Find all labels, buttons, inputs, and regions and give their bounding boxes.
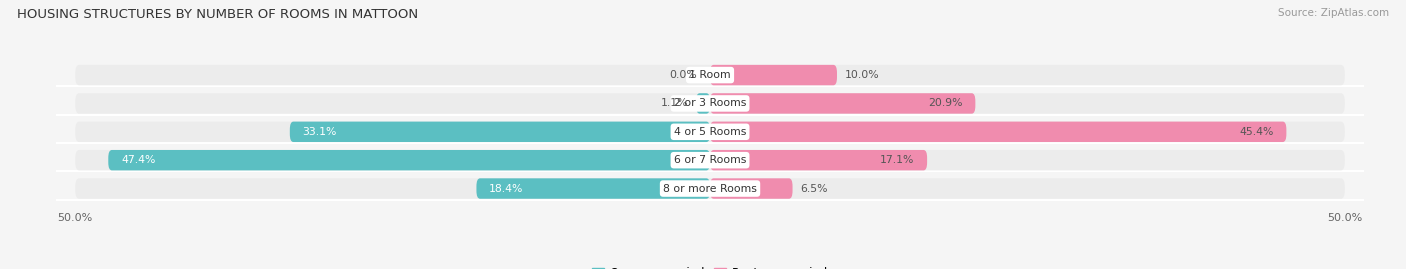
Text: 4 or 5 Rooms: 4 or 5 Rooms bbox=[673, 127, 747, 137]
FancyBboxPatch shape bbox=[76, 122, 1344, 142]
Text: 17.1%: 17.1% bbox=[880, 155, 914, 165]
Text: 20.9%: 20.9% bbox=[928, 98, 963, 108]
FancyBboxPatch shape bbox=[710, 178, 793, 199]
FancyBboxPatch shape bbox=[108, 150, 710, 170]
FancyBboxPatch shape bbox=[710, 150, 927, 170]
FancyBboxPatch shape bbox=[477, 178, 710, 199]
Text: Source: ZipAtlas.com: Source: ZipAtlas.com bbox=[1278, 8, 1389, 18]
Text: 2 or 3 Rooms: 2 or 3 Rooms bbox=[673, 98, 747, 108]
FancyBboxPatch shape bbox=[76, 65, 1344, 85]
Text: 6.5%: 6.5% bbox=[800, 183, 828, 193]
FancyBboxPatch shape bbox=[710, 122, 1286, 142]
Text: 6 or 7 Rooms: 6 or 7 Rooms bbox=[673, 155, 747, 165]
FancyBboxPatch shape bbox=[76, 150, 1344, 170]
FancyBboxPatch shape bbox=[710, 65, 837, 85]
FancyBboxPatch shape bbox=[696, 93, 710, 114]
Text: 33.1%: 33.1% bbox=[302, 127, 337, 137]
Text: 47.4%: 47.4% bbox=[121, 155, 155, 165]
Legend: Owner-occupied, Renter-occupied: Owner-occupied, Renter-occupied bbox=[586, 263, 834, 269]
FancyBboxPatch shape bbox=[76, 178, 1344, 199]
Text: 10.0%: 10.0% bbox=[845, 70, 879, 80]
Text: HOUSING STRUCTURES BY NUMBER OF ROOMS IN MATTOON: HOUSING STRUCTURES BY NUMBER OF ROOMS IN… bbox=[17, 8, 418, 21]
Text: 1.1%: 1.1% bbox=[661, 98, 689, 108]
Text: 8 or more Rooms: 8 or more Rooms bbox=[664, 183, 756, 193]
Text: 1 Room: 1 Room bbox=[689, 70, 731, 80]
FancyBboxPatch shape bbox=[710, 93, 976, 114]
FancyBboxPatch shape bbox=[76, 93, 1344, 114]
Text: 18.4%: 18.4% bbox=[489, 183, 523, 193]
Text: 45.4%: 45.4% bbox=[1239, 127, 1274, 137]
FancyBboxPatch shape bbox=[290, 122, 710, 142]
Text: 0.0%: 0.0% bbox=[669, 70, 697, 80]
